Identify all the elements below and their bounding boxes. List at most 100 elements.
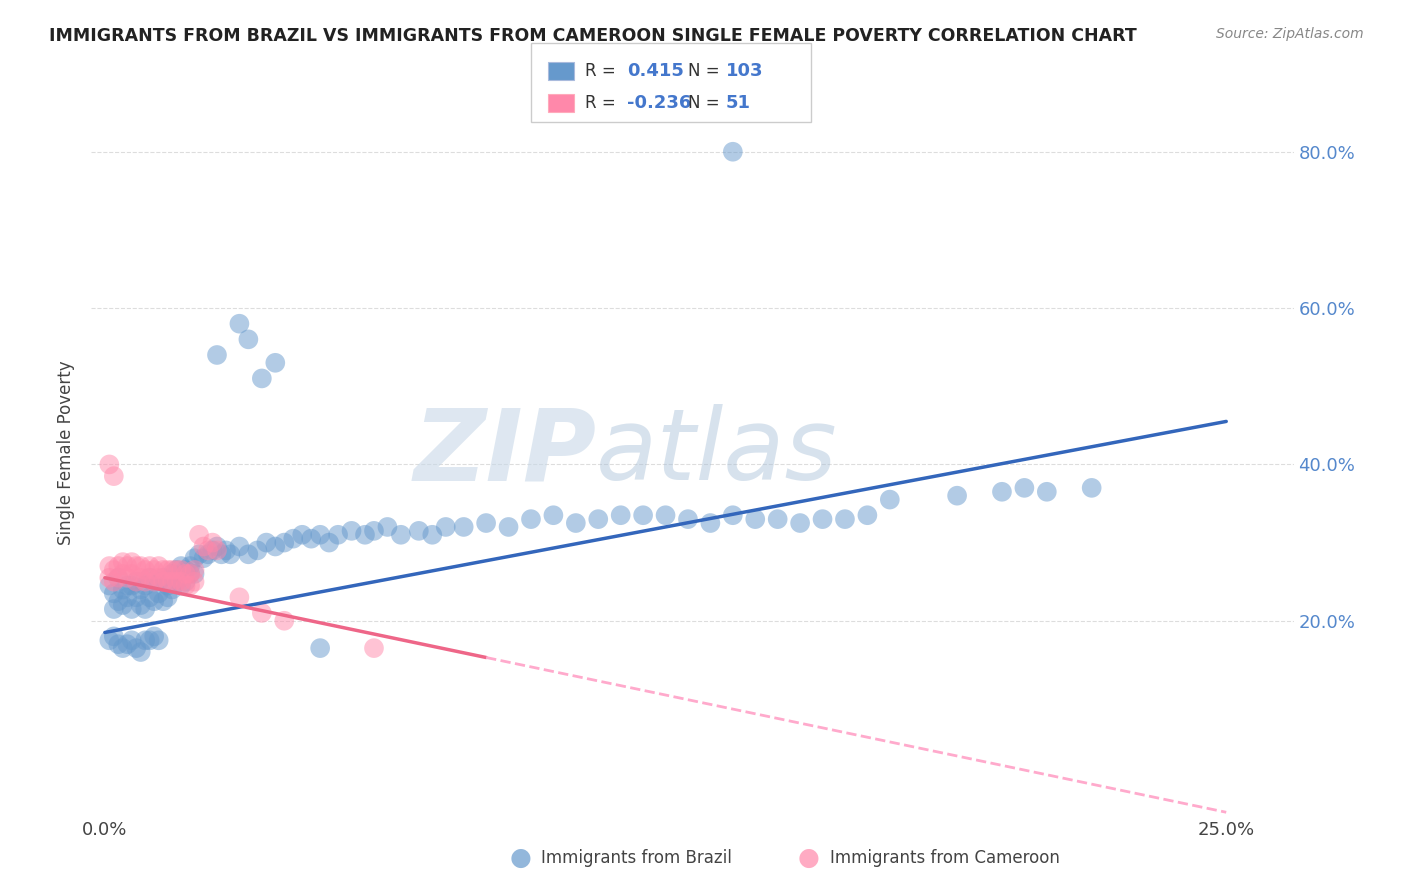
- Point: [179, 578, 201, 592]
- Text: Source: ZipAtlas.com: Source: ZipAtlas.com: [1216, 27, 1364, 41]
- Point: [264, 540, 287, 554]
- Point: [129, 598, 152, 612]
- Text: 51: 51: [725, 94, 751, 112]
- Point: [174, 563, 197, 577]
- Point: [103, 469, 125, 483]
- Point: [166, 563, 188, 577]
- Point: [420, 528, 443, 542]
- Point: [117, 559, 139, 574]
- Point: [143, 574, 166, 589]
- Point: [299, 532, 322, 546]
- Point: [98, 458, 121, 472]
- Point: [107, 637, 129, 651]
- Point: [188, 547, 211, 561]
- Point: [205, 540, 228, 554]
- Point: [174, 574, 197, 589]
- Point: [117, 591, 139, 605]
- Point: [152, 574, 174, 589]
- Point: [148, 559, 170, 574]
- Point: [318, 535, 340, 549]
- Point: [238, 547, 260, 561]
- Point: [170, 563, 193, 577]
- Point: [201, 535, 224, 549]
- Point: [475, 516, 498, 530]
- Point: [152, 594, 174, 608]
- Point: [160, 563, 183, 577]
- Point: [107, 559, 129, 574]
- Point: [156, 578, 179, 592]
- Point: [588, 512, 610, 526]
- Point: [273, 614, 295, 628]
- Point: [125, 574, 148, 589]
- Text: ZIP: ZIP: [413, 404, 596, 501]
- Point: [283, 532, 305, 546]
- Point: [98, 578, 121, 592]
- Point: [156, 574, 179, 589]
- Point: [228, 540, 250, 554]
- Point: [238, 332, 260, 346]
- Point: [408, 524, 430, 538]
- Point: [197, 547, 219, 561]
- Point: [699, 516, 721, 530]
- Point: [121, 602, 143, 616]
- Point: [117, 578, 139, 592]
- Point: [205, 543, 228, 558]
- Point: [676, 512, 699, 526]
- Point: [111, 555, 134, 569]
- Point: [138, 571, 160, 585]
- Point: [143, 574, 166, 589]
- Point: [856, 508, 879, 523]
- Point: [107, 571, 129, 585]
- Point: [107, 571, 129, 585]
- Point: [250, 371, 273, 385]
- Point: [134, 633, 156, 648]
- Text: N =: N =: [688, 62, 724, 80]
- Point: [201, 543, 224, 558]
- Point: [228, 591, 250, 605]
- Point: [125, 559, 148, 574]
- Point: [991, 484, 1014, 499]
- Point: [170, 574, 193, 589]
- Point: [377, 520, 399, 534]
- Point: [254, 535, 277, 549]
- Point: [354, 528, 377, 542]
- Point: [98, 559, 121, 574]
- Point: [389, 528, 412, 542]
- Point: [363, 524, 385, 538]
- Point: [129, 645, 152, 659]
- Point: [631, 508, 654, 523]
- Text: N =: N =: [688, 94, 724, 112]
- Point: [309, 641, 332, 656]
- Text: R =: R =: [585, 62, 621, 80]
- Point: [138, 591, 160, 605]
- Point: [148, 574, 170, 589]
- Point: [121, 555, 143, 569]
- Point: [134, 602, 156, 616]
- Point: [166, 574, 188, 589]
- Point: [148, 571, 170, 585]
- Point: [264, 356, 287, 370]
- Point: [766, 512, 789, 526]
- Point: [117, 637, 139, 651]
- Point: [434, 520, 457, 534]
- Text: -0.236: -0.236: [627, 94, 692, 112]
- Point: [143, 563, 166, 577]
- Point: [134, 578, 156, 592]
- Point: [183, 566, 205, 581]
- Point: [789, 516, 811, 530]
- Point: [111, 598, 134, 612]
- Point: [363, 641, 385, 656]
- Point: [125, 591, 148, 605]
- Point: [326, 528, 349, 542]
- Point: [250, 606, 273, 620]
- Point: [193, 540, 215, 554]
- Point: [129, 559, 152, 574]
- Point: [103, 574, 125, 589]
- Point: [156, 563, 179, 577]
- Point: [205, 348, 228, 362]
- Point: [121, 633, 143, 648]
- Point: [215, 543, 238, 558]
- Point: [609, 508, 631, 523]
- Point: [228, 317, 250, 331]
- Point: [1036, 484, 1059, 499]
